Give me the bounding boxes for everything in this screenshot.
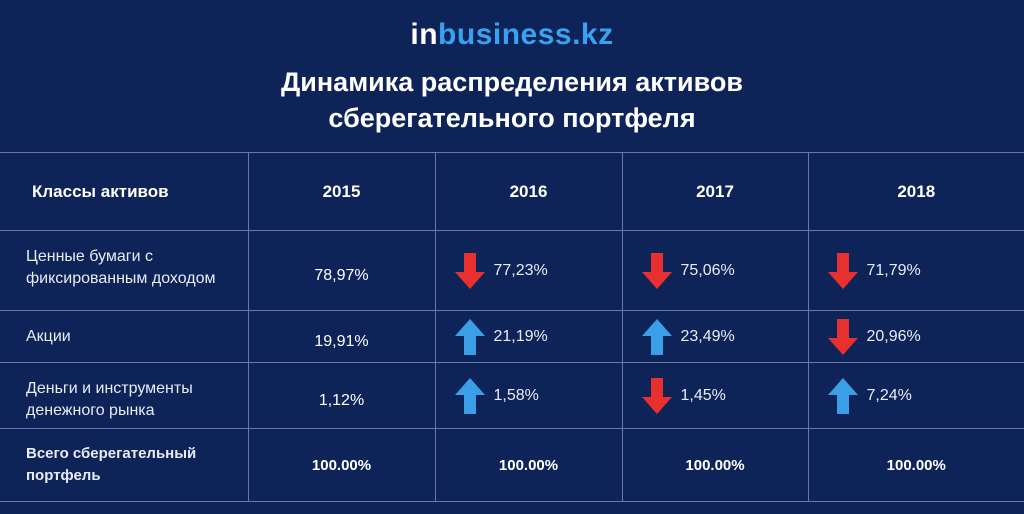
trend-arrow	[641, 377, 672, 414]
trend-arrow	[454, 252, 485, 289]
total-value: 100.00%	[807, 428, 1024, 502]
logo-suffix: business.kz	[438, 18, 614, 51]
title: Динамика распределения активов сберегател…	[0, 64, 1024, 136]
column-header: Классы активов	[0, 152, 249, 231]
column-header: 2016	[434, 152, 623, 231]
value-cell: 75,06%	[621, 230, 809, 311]
title-line: Динамика распределения активов	[281, 67, 743, 97]
table: Классы активов 2015 2016 2017 2018 Ценные бум…	[0, 152, 1024, 502]
value-cell: 1,45%	[621, 362, 809, 429]
total-value: 100.00%	[247, 428, 436, 502]
data-row: Деньги и инструменты денежного рынка 1,12…	[0, 362, 1024, 429]
row-label: Ценные бумаги с фиксированным доходом	[0, 230, 249, 311]
total-value: 100.00%	[434, 428, 623, 502]
column-header: 2017	[621, 152, 809, 231]
arrow-shape	[641, 377, 672, 414]
total-row: Всего сберегательный портфель 100.00% 100.…	[0, 428, 1024, 502]
data-row: Ценные бумаги с фиксированным доходом 78,…	[0, 230, 1024, 311]
data-row: Акции 19,91% 21,19% 23,49% 20,96%	[0, 310, 1024, 363]
value-text: 75,06%	[680, 261, 735, 279]
arrow-shape	[454, 377, 485, 414]
trend-arrow	[641, 318, 672, 355]
logo-prefix: in	[410, 18, 439, 51]
value-text: 1,58%	[493, 386, 539, 404]
value-text: 78,97%	[314, 266, 369, 284]
value-text: 1,12%	[318, 391, 365, 409]
arrow-shape	[827, 252, 858, 289]
column-header: 2018	[807, 152, 1024, 231]
total-label: Всего сберегательный портфель	[0, 428, 249, 502]
arrow-shape	[454, 252, 485, 289]
column-header: 2015	[247, 152, 436, 231]
value-text: 21,19%	[493, 327, 548, 345]
value-text: 7,24%	[866, 386, 912, 404]
value-cell: 1,58%	[434, 362, 623, 429]
value-text: 1,45%	[680, 386, 726, 404]
value-text: 20,96%	[866, 327, 921, 345]
trend-arrow	[827, 318, 858, 355]
value-text: 19,91%	[314, 332, 369, 350]
value-text: 71,79%	[866, 261, 921, 279]
value-cell: 1,12%	[247, 362, 436, 429]
trend-arrow	[827, 252, 858, 289]
total-value: 100.00%	[621, 428, 809, 502]
value-text: 77,23%	[493, 261, 548, 279]
value-cell: 71,79%	[807, 230, 1024, 311]
row-label: Акции	[0, 310, 249, 363]
trend-arrow	[454, 318, 485, 355]
value-cell: 78,97%	[247, 230, 436, 311]
arrow-shape	[827, 377, 858, 414]
trend-arrow	[454, 377, 485, 414]
logo: inbusiness.kz	[0, 18, 1024, 52]
title-line: сберегательного портфеля	[328, 103, 696, 133]
arrow-shape	[827, 318, 858, 355]
value-cell: 20,96%	[807, 310, 1024, 363]
value-cell: 77,23%	[434, 230, 623, 311]
value-text: 23,49%	[680, 327, 735, 345]
value-cell: 19,91%	[247, 310, 436, 363]
trend-arrow	[641, 252, 672, 289]
header-row: Классы активов 2015 2016 2017 2018	[0, 152, 1024, 231]
value-cell: 23,49%	[621, 310, 809, 363]
value-cell: 7,24%	[807, 362, 1024, 429]
trend-arrow	[827, 377, 858, 414]
arrow-shape	[641, 318, 672, 355]
arrow-shape	[641, 252, 672, 289]
value-cell: 21,19%	[434, 310, 623, 363]
row-label: Деньги и инструменты денежного рынка	[0, 362, 249, 429]
arrow-shape	[454, 318, 485, 355]
